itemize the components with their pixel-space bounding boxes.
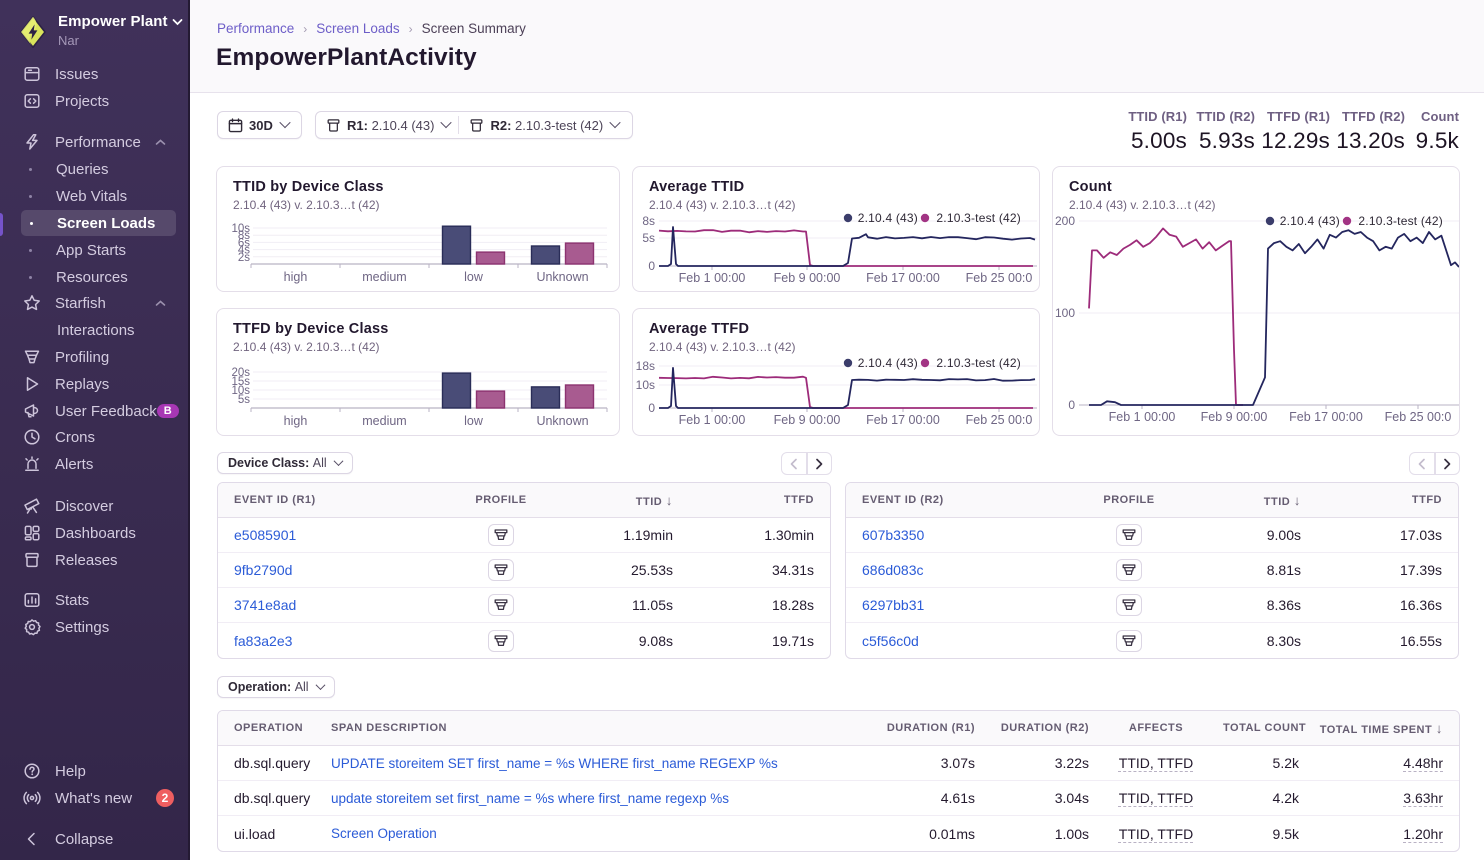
svg-text:low: low xyxy=(464,270,484,284)
svg-text:0: 0 xyxy=(648,259,655,273)
svg-text:10s: 10s xyxy=(636,378,655,392)
svg-text:2.10.3-test (42): 2.10.3-test (42) xyxy=(936,211,1021,225)
svg-text:Feb 25 00:0: Feb 25 00:0 xyxy=(966,413,1033,427)
svg-text:8s: 8s xyxy=(642,214,655,228)
svg-text:Feb 9 00:00: Feb 9 00:00 xyxy=(774,271,841,285)
svg-text:18s: 18s xyxy=(636,359,655,373)
svg-text:5s: 5s xyxy=(642,231,655,245)
svg-text:Feb 17 00:00: Feb 17 00:00 xyxy=(866,271,940,285)
svg-text:0: 0 xyxy=(1068,398,1075,412)
svg-text:2.10.4 (43): 2.10.4 (43) xyxy=(858,211,918,225)
svg-text:Unknown: Unknown xyxy=(536,414,588,428)
svg-text:100: 100 xyxy=(1055,306,1075,320)
svg-text:0: 0 xyxy=(648,401,655,415)
svg-text:2.10.3-test (42): 2.10.3-test (42) xyxy=(1358,214,1443,228)
svg-text:2s: 2s xyxy=(238,252,250,264)
svg-text:10s: 10s xyxy=(231,385,250,397)
svg-text:low: low xyxy=(464,414,484,428)
svg-text:Feb 17 00:00: Feb 17 00:00 xyxy=(1289,410,1363,424)
svg-text:20s: 20s xyxy=(231,367,250,379)
svg-text:Feb 17 00:00: Feb 17 00:00 xyxy=(866,413,940,427)
svg-text:high: high xyxy=(284,414,308,428)
svg-text:Feb 9 00:00: Feb 9 00:00 xyxy=(774,413,841,427)
svg-text:Feb 1 00:00: Feb 1 00:00 xyxy=(1109,410,1176,424)
svg-text:10s: 10s xyxy=(231,223,250,235)
svg-text:6s: 6s xyxy=(238,237,250,249)
svg-text:high: high xyxy=(284,270,308,284)
svg-text:2.10.4 (43): 2.10.4 (43) xyxy=(1280,214,1340,228)
svg-text:Unknown: Unknown xyxy=(536,270,588,284)
svg-text:Feb 1 00:00: Feb 1 00:00 xyxy=(679,413,746,427)
svg-text:Feb 1 00:00: Feb 1 00:00 xyxy=(679,271,746,285)
svg-text:2.10.3-test (42): 2.10.3-test (42) xyxy=(936,356,1021,370)
svg-text:5s: 5s xyxy=(238,394,250,406)
svg-text:200: 200 xyxy=(1055,214,1075,228)
svg-text:Feb 25 00:0: Feb 25 00:0 xyxy=(966,271,1033,285)
svg-text:4s: 4s xyxy=(238,245,250,257)
svg-text:medium: medium xyxy=(362,270,406,284)
svg-text:Feb 9 00:00: Feb 9 00:00 xyxy=(1201,410,1268,424)
svg-text:Feb 25 00:0: Feb 25 00:0 xyxy=(1385,410,1452,424)
svg-text:2.10.4 (43): 2.10.4 (43) xyxy=(858,356,918,370)
svg-text:8s: 8s xyxy=(238,230,250,242)
svg-text:15s: 15s xyxy=(231,376,250,388)
svg-text:medium: medium xyxy=(362,414,406,428)
